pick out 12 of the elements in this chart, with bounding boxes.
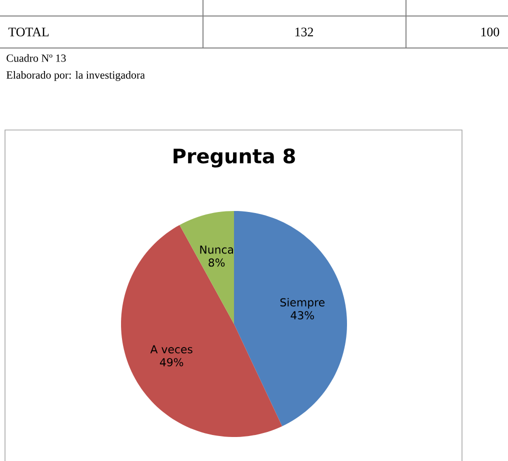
text: Cuadro Nº 13 bbox=[6, 54, 66, 62]
text: 100 bbox=[481, 28, 500, 36]
slice-label: Nunca bbox=[200, 246, 234, 254]
data-label: 43% bbox=[290, 311, 314, 320]
slice-label: Siempre bbox=[280, 298, 324, 309]
text: Elaborado por: la investigadora bbox=[6, 71, 145, 81]
data-label: 49% bbox=[160, 358, 184, 366]
slice-label: A veces bbox=[150, 345, 192, 354]
text: TOTAL bbox=[8, 28, 49, 36]
data-label: 8% bbox=[208, 258, 225, 267]
text: 132 bbox=[295, 28, 314, 36]
chart-title: Pregunta 8 bbox=[174, 148, 295, 168]
